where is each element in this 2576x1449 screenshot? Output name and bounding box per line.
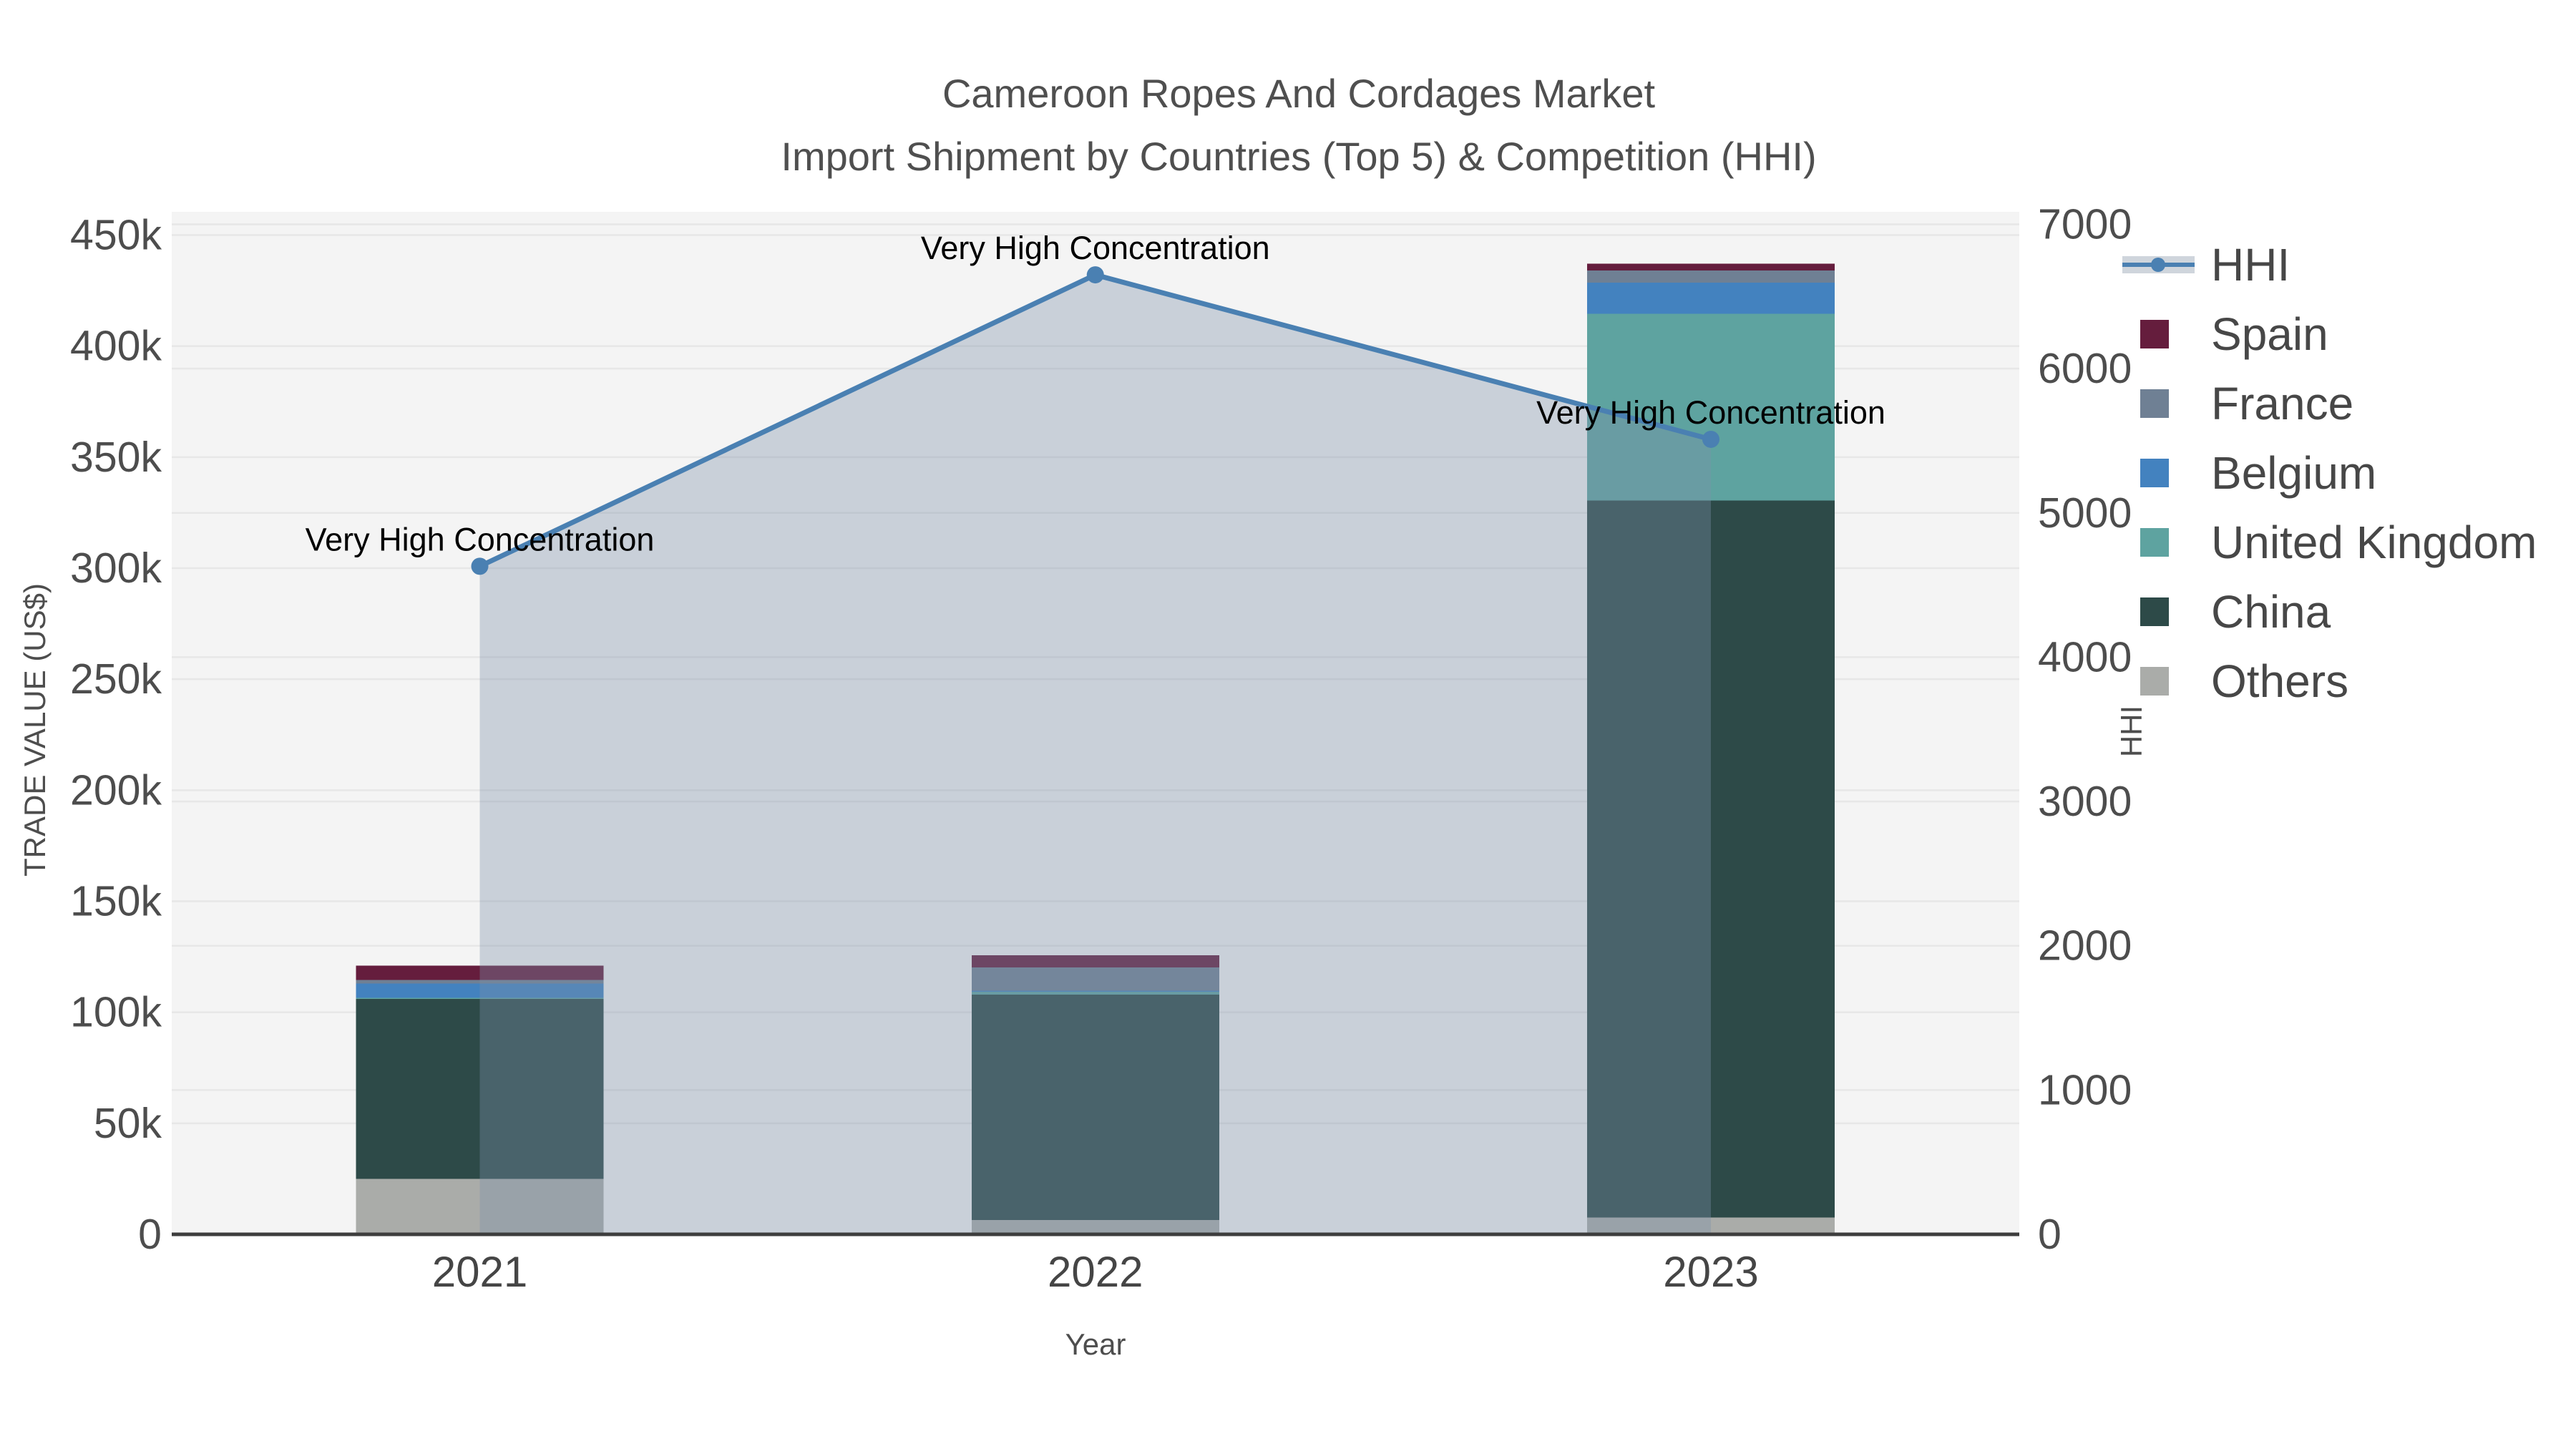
legend-label: Spain xyxy=(2211,308,2328,360)
y-tick-label-left: 400k xyxy=(70,323,162,370)
annotation-2021: Very High Concentration xyxy=(306,521,655,557)
y-axis-title-left: TRADE VALUE (US$) xyxy=(18,583,52,877)
y-tick-label-left: 250k xyxy=(70,655,162,703)
bar-segment-united-kingdom-2023[interactable] xyxy=(1587,313,1835,501)
bar-segment-united-kingdom-2022[interactable] xyxy=(971,992,1219,995)
legend-item-others[interactable]: Others xyxy=(2140,655,2348,707)
legend-color-swatch xyxy=(2140,389,2169,418)
bar-segment-others-2022[interactable] xyxy=(971,1219,1219,1234)
y-tick-label-right: 0 xyxy=(2038,1211,2062,1258)
bar-segment-others-2021[interactable] xyxy=(356,1179,604,1234)
bar-segment-china-2023[interactable] xyxy=(1587,500,1835,1218)
legend-color-swatch xyxy=(2140,320,2169,348)
x-tick-label-2022: 2022 xyxy=(1048,1248,1143,1296)
legend-item-china[interactable]: China xyxy=(2140,586,2331,638)
bar-segment-france-2021[interactable] xyxy=(356,980,604,984)
bar-segment-spain-2023[interactable] xyxy=(1587,263,1835,270)
legend-item-france[interactable]: France xyxy=(2140,378,2353,429)
y-tick-label-left: 300k xyxy=(70,545,162,592)
annotation-2023: Very High Concentration xyxy=(1536,394,1885,431)
y-tick-label-right: 1000 xyxy=(2038,1066,2132,1113)
legend-label: France xyxy=(2211,378,2353,429)
legend-item-belgium[interactable]: Belgium xyxy=(2140,447,2376,499)
bar-segment-spain-2022[interactable] xyxy=(971,955,1219,967)
legend-color-swatch xyxy=(2140,459,2169,487)
legend-color-swatch xyxy=(2140,667,2169,696)
chart-title: Cameroon Ropes And Cordages Market xyxy=(942,71,1656,116)
y-tick-label-left: 200k xyxy=(70,766,162,814)
bar-segment-france-2022[interactable] xyxy=(971,967,1219,991)
y-tick-label-right: 3000 xyxy=(2038,778,2132,825)
annotation-2022: Very High Concentration xyxy=(921,230,1270,266)
bar-segment-united-kingdom-2021[interactable] xyxy=(356,997,604,1000)
legend-label: China xyxy=(2211,586,2331,638)
y-tick-label-left: 450k xyxy=(70,212,162,259)
bar-segment-france-2023[interactable] xyxy=(1587,270,1835,283)
x-axis-title: Year xyxy=(1065,1327,1126,1361)
chart-subtitle: Import Shipment by Countries (Top 5) & C… xyxy=(781,134,1816,179)
y-tick-label-left: 0 xyxy=(138,1211,162,1258)
legend-color-swatch xyxy=(2140,528,2169,557)
y-tick-label-right: 4000 xyxy=(2038,633,2132,680)
x-tick-label-2023: 2023 xyxy=(1663,1248,1758,1296)
legend-hhi-marker-icon xyxy=(2151,258,2165,272)
bar-segment-china-2021[interactable] xyxy=(356,999,604,1179)
y-axis-title-right: HHI xyxy=(2114,706,2148,757)
bar-segment-spain-2021[interactable] xyxy=(356,965,604,980)
legend-item-hhi[interactable]: HHI xyxy=(2122,239,2290,291)
hhi-marker-2023[interactable] xyxy=(1702,430,1719,448)
hhi-marker-2022[interactable] xyxy=(1086,266,1104,284)
y-tick-label-right: 5000 xyxy=(2038,489,2132,537)
hhi-marker-2021[interactable] xyxy=(471,557,489,575)
bar-segment-others-2023[interactable] xyxy=(1587,1217,1835,1234)
legend-label: United Kingdom xyxy=(2211,517,2537,568)
y-tick-label-left: 50k xyxy=(94,1100,162,1147)
legend-color-swatch xyxy=(2140,597,2169,626)
y-tick-label-right: 2000 xyxy=(2038,922,2132,970)
legend-label: HHI xyxy=(2211,239,2290,291)
y-tick-label-left: 350k xyxy=(70,434,162,481)
hhi-area-fill xyxy=(479,275,1711,1234)
bar-segment-belgium-2022[interactable] xyxy=(971,990,1219,992)
x-tick-label-2021: 2021 xyxy=(432,1248,527,1296)
legend-label: Belgium xyxy=(2211,447,2376,499)
y-tick-label-right: 6000 xyxy=(2038,345,2132,392)
y-tick-label-left: 150k xyxy=(70,878,162,925)
y-tick-label-right: 7000 xyxy=(2038,201,2132,248)
legend-item-united-kingdom[interactable]: United Kingdom xyxy=(2140,517,2537,568)
bar-segment-belgium-2021[interactable] xyxy=(356,983,604,998)
bar-segment-china-2022[interactable] xyxy=(971,994,1219,1220)
bar-segment-belgium-2023[interactable] xyxy=(1587,283,1835,314)
legend-item-spain[interactable]: Spain xyxy=(2140,308,2328,360)
y-tick-label-left: 100k xyxy=(70,989,162,1036)
legend-label: Others xyxy=(2211,655,2348,707)
